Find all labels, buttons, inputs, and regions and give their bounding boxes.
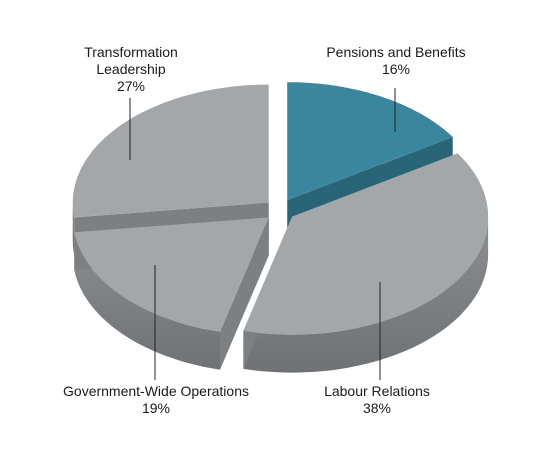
slice-side-government-wide-operations <box>74 232 220 370</box>
slice-label-labour: Labour Relations <box>324 383 430 399</box>
slice-side-labour-relations <box>243 216 489 373</box>
slice-value-transformation: 27% <box>116 78 146 94</box>
slice-government-wide-operations <box>74 217 269 370</box>
slice-label-government: Government-Wide Operations <box>63 383 249 399</box>
slice-value-pensions: 16% <box>381 61 411 77</box>
slice-top-transformation-leadership <box>72 84 269 218</box>
slice-labour-relations <box>243 153 489 373</box>
slice-side-transformation-leadership <box>72 202 75 256</box>
slice-top-government-wide-operations <box>74 217 269 332</box>
slice-label-pensions: Pensions and Benefits <box>326 44 466 60</box>
label-government-wide-operations: Government-Wide Operations 19% <box>56 383 256 417</box>
slice-value-government: 19% <box>141 400 171 416</box>
slice-value-labour: 38% <box>362 400 392 416</box>
label-labour-relations: Labour Relations 38% <box>297 383 457 417</box>
label-transformation-leadership: Transformation Leadership 27% <box>56 44 206 95</box>
slice-top-pensions-and-benefits <box>287 82 453 201</box>
label-pensions-and-benefits: Pensions and Benefits 16% <box>311 44 481 78</box>
slice-label-transformation: Transformation Leadership <box>84 44 178 77</box>
slice-top-labour-relations <box>243 153 489 335</box>
